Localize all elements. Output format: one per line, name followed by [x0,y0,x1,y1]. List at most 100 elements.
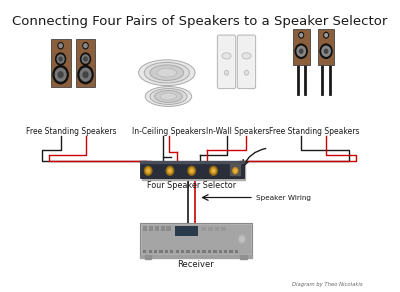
Bar [149,226,153,231]
Bar [154,250,157,253]
Circle shape [234,169,236,172]
Text: Receiver: Receiver [178,260,214,269]
Bar [197,250,200,253]
Circle shape [147,169,149,172]
Circle shape [324,49,328,53]
Circle shape [189,168,194,174]
Bar [230,163,240,164]
Bar [140,223,252,255]
Bar [143,226,147,231]
Circle shape [212,169,215,172]
Bar [170,250,174,253]
Text: In-Wall Speakers: In-Wall Speakers [206,127,269,136]
Circle shape [53,66,68,84]
Bar [235,250,238,253]
Text: Four Speaker Selector: Four Speaker Selector [147,181,236,190]
Circle shape [295,44,307,58]
Bar [230,166,240,167]
Ellipse shape [150,65,184,80]
Ellipse shape [139,60,195,86]
Text: In-Ceiling Speakers: In-Ceiling Speakers [132,127,206,136]
Bar [230,164,240,165]
Bar [142,163,245,180]
Text: Free Standing Speakers: Free Standing Speakers [26,127,117,136]
Bar [165,250,168,253]
Bar [230,174,240,175]
Circle shape [83,72,88,78]
Bar [318,29,334,65]
Bar [140,161,244,178]
Bar [186,250,190,253]
Circle shape [146,168,151,174]
Circle shape [83,43,88,49]
Bar [140,255,252,258]
Circle shape [190,169,193,172]
Circle shape [56,53,66,65]
Bar [208,227,213,231]
Circle shape [324,32,328,38]
Bar [208,250,211,253]
Circle shape [232,166,239,175]
Bar [230,171,240,172]
Text: Free Standing Speakers: Free Standing Speakers [269,127,360,136]
Ellipse shape [154,91,182,102]
Circle shape [244,70,248,75]
Ellipse shape [144,62,189,83]
FancyBboxPatch shape [237,35,256,88]
Circle shape [78,66,93,84]
Circle shape [80,68,91,81]
Ellipse shape [145,86,192,106]
Circle shape [297,46,305,56]
Bar [202,250,206,253]
Bar [219,250,222,253]
Circle shape [84,44,87,48]
Circle shape [168,168,172,174]
Ellipse shape [242,53,251,59]
Bar [181,250,184,253]
Circle shape [300,34,302,37]
Text: Speaker Wiring: Speaker Wiring [256,194,312,201]
Bar [224,250,227,253]
Bar [230,169,240,170]
Bar [230,172,240,173]
Bar [240,255,247,259]
Circle shape [188,166,196,175]
Bar [192,250,195,253]
Circle shape [59,44,62,48]
Circle shape [211,168,216,174]
Circle shape [322,46,330,56]
Circle shape [224,70,229,75]
Circle shape [80,53,90,65]
FancyBboxPatch shape [218,35,236,88]
Text: Diagram by Theo Nicolakis: Diagram by Theo Nicolakis [292,282,363,287]
Ellipse shape [160,93,177,100]
Circle shape [320,44,332,58]
Circle shape [59,57,62,61]
Circle shape [55,68,66,81]
Bar [143,250,146,253]
Circle shape [238,234,246,244]
Circle shape [57,55,64,63]
Circle shape [58,43,63,49]
Circle shape [300,49,303,53]
Circle shape [240,236,244,242]
Circle shape [210,166,217,175]
Bar [166,226,170,231]
Circle shape [144,166,152,175]
Circle shape [169,169,171,172]
Bar [293,29,310,65]
Bar [76,39,96,86]
Bar [213,250,216,253]
Circle shape [84,57,87,61]
Ellipse shape [222,53,231,59]
Circle shape [233,168,238,174]
Bar [230,250,233,253]
Bar [221,227,226,231]
Circle shape [299,32,304,38]
Circle shape [58,72,63,78]
Text: Connecting Four Pairs of Speakers to a Speaker Selector: Connecting Four Pairs of Speakers to a S… [12,15,388,28]
Bar [175,226,198,236]
Bar [155,226,159,231]
Circle shape [82,55,89,63]
Bar [140,161,244,163]
